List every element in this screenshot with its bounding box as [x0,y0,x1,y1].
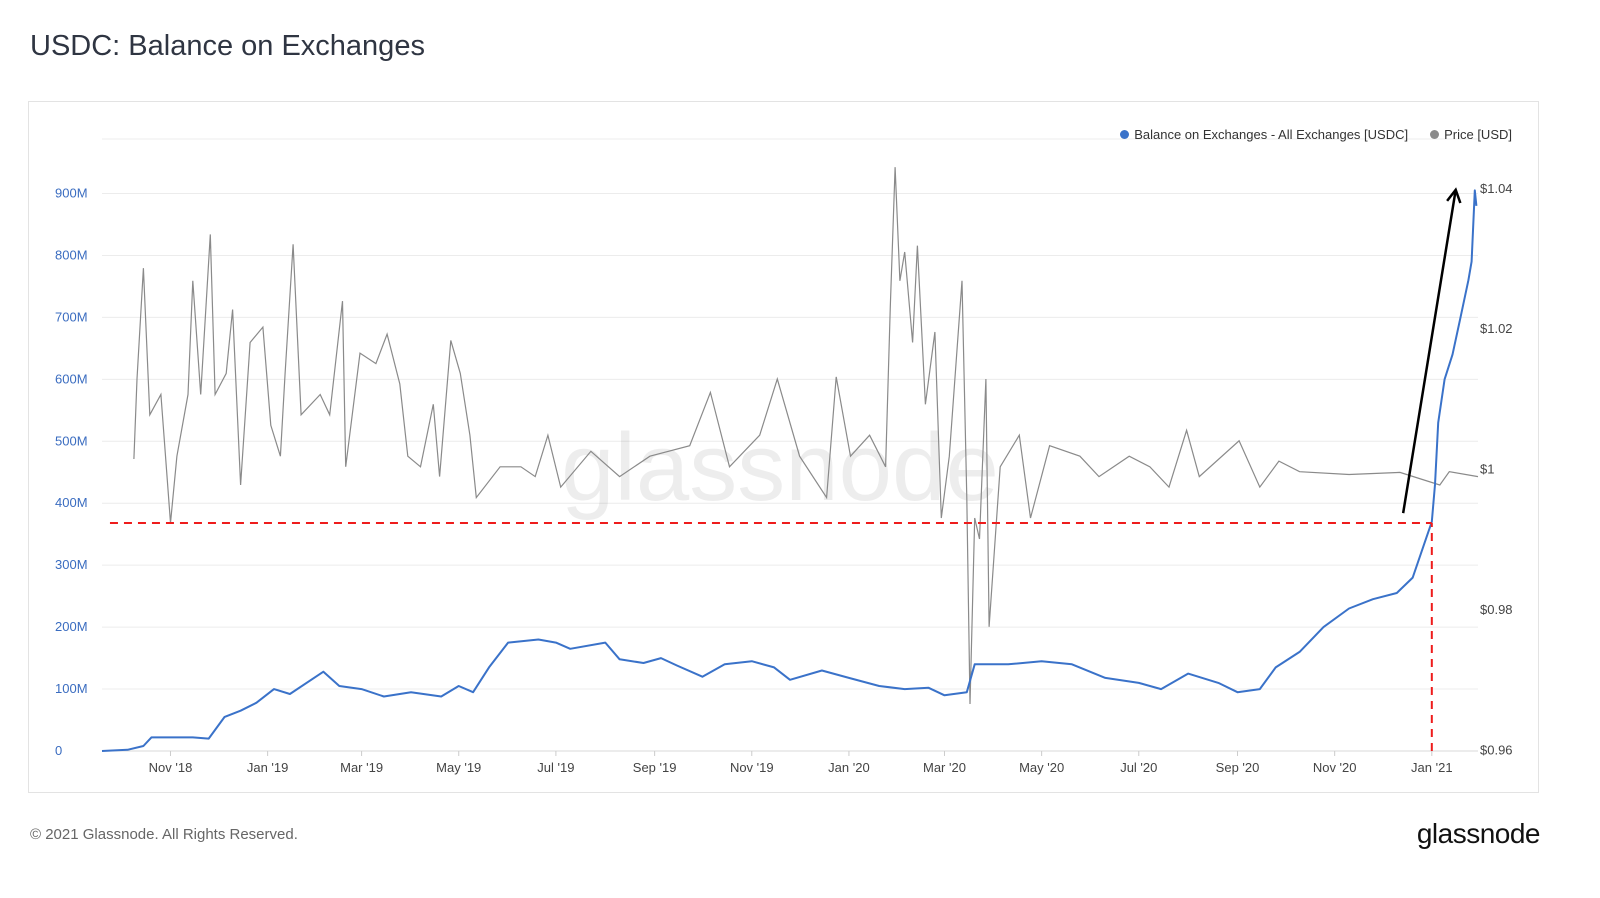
left-axis-tick-label: 900M [55,186,88,201]
chart-title: USDC: Balance on Exchanges [30,30,425,62]
annotations [109,187,1462,751]
watermark: glassnode [561,414,999,521]
x-axis-tick-label: Jul '19 [537,760,574,775]
arrow-shaft [1401,189,1457,514]
left-axis-tick-label: 200M [55,619,88,634]
balance-line [101,189,1478,752]
right-axis-tick-label: $1.04 [1480,181,1513,196]
x-axis-tick-label: Jan '19 [247,760,289,775]
left-axis-tick-label: 100M [55,681,88,696]
legend: Balance on Exchanges - All Exchanges [US… [1120,127,1512,142]
legend-item-price[interactable]: Price [USD] [1430,127,1512,142]
x-axis-ticks: Nov '18 Jan '19 Mar '19 May '19 Jul '19 Sep '… [149,751,1453,775]
right-axis-tick-label: $0.98 [1480,602,1513,617]
left-axis-tick-label: 500M [55,433,88,448]
x-axis-tick-label: Jul '20 [1120,760,1157,775]
x-axis-tick-label: Sep '20 [1216,760,1260,775]
glassnode-logo[interactable]: glassnode [1416,818,1541,849]
legend-item-balance[interactable]: Balance on Exchanges - All Exchanges [US… [1120,127,1408,142]
series-lines [101,167,1479,752]
legend-label-balance: Balance on Exchanges - All Exchanges [US… [1134,127,1409,142]
x-axis-tick-label: Sep '19 [633,760,677,775]
right-axis-tick-label: $1 [1480,462,1494,477]
right-axis-tick-label: $1.02 [1480,321,1513,336]
x-axis-tick-label: Mar '20 [923,760,966,775]
price-line [133,167,1479,705]
left-axis-tick-label: 400M [55,495,88,510]
x-axis-tick-label: Nov '20 [1313,760,1357,775]
x-axis-tick-label: Jan '20 [828,760,870,775]
right-axis-ticks: $0.96 $0.98 $1 $1.02 $1.04 [1480,181,1513,757]
chart-card [28,101,1539,793]
legend-dot-price-icon [1430,130,1440,139]
arrow-head-icon [1446,187,1462,204]
left-axis-tick-label: 0 [55,743,62,758]
x-axis-tick-label: Nov '19 [730,760,774,775]
left-axis-tick-label: 800M [55,247,88,262]
x-axis-tick-label: May '19 [436,760,481,775]
right-axis-tick-label: $0.96 [1480,742,1513,757]
left-axis-ticks: 0 100M 200M 300M 400M 500M 600M 700M 800M 900M [55,186,88,758]
x-axis-tick-label: May '20 [1019,760,1064,775]
x-axis-tick-label: Jan '21 [1411,760,1453,775]
x-axis-tick-label: Mar '19 [340,760,383,775]
left-axis-tick-label: 300M [55,557,88,572]
legend-label-price: Price [USD] [1444,127,1512,142]
gridlines [102,138,1478,752]
left-axis-tick-label: 600M [55,371,88,386]
copyright: © 2021 Glassnode. All Rights Reserved. [30,826,298,843]
left-axis-tick-label: 700M [55,309,88,324]
x-axis-tick-label: Nov '18 [149,760,193,775]
legend-dot-balance-icon [1120,130,1130,139]
